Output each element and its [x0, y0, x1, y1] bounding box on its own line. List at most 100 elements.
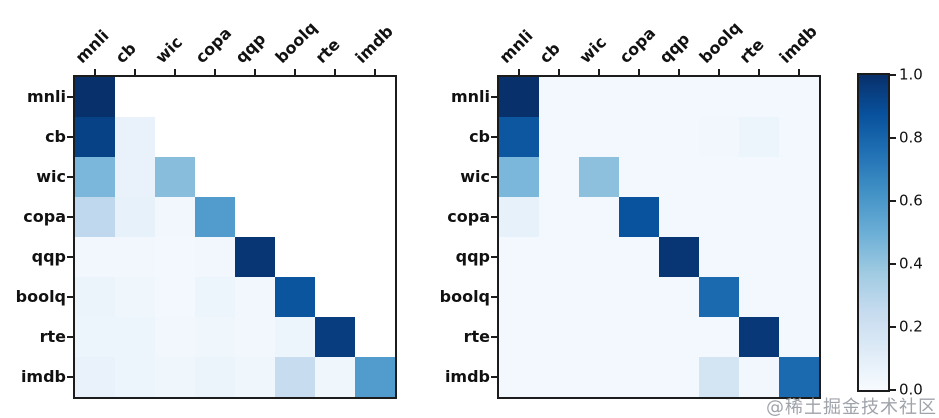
heatmap-cell — [579, 357, 619, 397]
heatmap-cell — [275, 197, 315, 237]
heatmap-cell — [579, 197, 619, 237]
colorbar-tick-mark — [889, 263, 896, 265]
heatmap-cell — [779, 317, 819, 357]
heatmap-cell — [659, 197, 699, 237]
x-tick-mark — [558, 69, 560, 76]
heatmap-cell — [699, 277, 739, 317]
heatmap-cell — [315, 357, 355, 397]
heatmap-cell — [539, 157, 579, 197]
heatmap-cell — [275, 77, 315, 117]
heatmap-cell — [275, 237, 315, 277]
heatmap-cell — [539, 197, 579, 237]
heatmap-cell — [155, 277, 195, 317]
x-tick-mark — [374, 69, 376, 76]
heatmap-cell — [275, 317, 315, 357]
heatmap-cell — [315, 117, 355, 157]
heatmap-cell — [195, 357, 235, 397]
y-tick-label: qqp — [31, 247, 66, 266]
heatmap-cell — [739, 237, 779, 277]
heatmap-cell — [539, 117, 579, 157]
x-tick-mark — [678, 69, 680, 76]
x-tick-mark — [294, 69, 296, 76]
heatmap-cell — [235, 317, 275, 357]
x-tick-mark — [94, 69, 96, 76]
x-tick-label: cb — [535, 38, 564, 67]
y-tick-mark — [67, 136, 74, 138]
x-tick-label: copa — [191, 23, 236, 67]
heatmap-cell — [75, 197, 115, 237]
heatmap-cell — [235, 197, 275, 237]
heatmap-cell — [195, 117, 235, 157]
heatmap-cell — [739, 157, 779, 197]
y-tick-label: wic — [460, 167, 490, 186]
colorbar-tick-mark — [889, 326, 896, 328]
heatmap-cell — [315, 277, 355, 317]
y-tick-mark — [491, 96, 498, 98]
colorbar-tick-mark — [889, 389, 896, 391]
x-tick-mark — [174, 69, 176, 76]
heatmap-cell — [275, 277, 315, 317]
heatmap-cell — [699, 197, 739, 237]
heatmap-cell — [235, 77, 275, 117]
colorbar-gradient — [857, 73, 890, 392]
heatmap-cell — [659, 117, 699, 157]
heatmap-cell — [75, 277, 115, 317]
heatmap-cell — [499, 237, 539, 277]
heatmap-cell — [619, 357, 659, 397]
heatmap-cell — [659, 317, 699, 357]
heatmap-cell — [315, 77, 355, 117]
x-tick-label: mnli — [495, 25, 537, 67]
heatmap-cell — [499, 357, 539, 397]
heatmap-cell — [499, 277, 539, 317]
y-tick-mark — [491, 376, 498, 378]
y-tick-mark — [491, 296, 498, 298]
y-tick-label: cb — [45, 127, 66, 146]
heatmap-cell — [315, 197, 355, 237]
heatmap-cell — [115, 197, 155, 237]
heatmap-cell — [195, 277, 235, 317]
heatmap-cell — [539, 357, 579, 397]
heatmap-cell — [235, 157, 275, 197]
heatmap-cell — [155, 77, 195, 117]
x-tick-mark — [798, 69, 800, 76]
colorbar-tick-label: 0.0 — [899, 380, 923, 399]
heatmap-cell — [699, 117, 739, 157]
heatmap-cell — [659, 157, 699, 197]
heatmap-cell — [779, 77, 819, 117]
x-tick-label: imdb — [775, 21, 821, 67]
y-tick-mark — [67, 216, 74, 218]
heatmap-cell — [75, 77, 115, 117]
heatmap-cell — [779, 157, 819, 197]
heatmap-cell — [659, 77, 699, 117]
y-tick-mark — [67, 256, 74, 258]
y-tick-mark — [67, 176, 74, 178]
heatmap-cell — [659, 237, 699, 277]
heatmap-cell — [355, 197, 395, 237]
heatmap-cell — [315, 157, 355, 197]
heatmap-cell — [779, 357, 819, 397]
y-tick-label: imdb — [20, 367, 66, 386]
colorbar-tick-label: 1.0 — [899, 65, 923, 84]
heatmap-cell — [619, 117, 659, 157]
heatmap-cell — [579, 277, 619, 317]
heatmap-cell — [115, 77, 155, 117]
heatmap-cell — [115, 357, 155, 397]
heatmap-cell — [619, 77, 659, 117]
y-tick-mark — [491, 336, 498, 338]
y-tick-mark — [491, 136, 498, 138]
heatmap-cell — [499, 77, 539, 117]
heatmap-cell — [75, 317, 115, 357]
heatmap-cell — [739, 117, 779, 157]
heatmap-cell — [115, 237, 155, 277]
x-tick-mark — [254, 69, 256, 76]
heatmap-cell — [619, 277, 659, 317]
heatmap-cell — [699, 157, 739, 197]
y-tick-label: qqp — [455, 247, 490, 266]
colorbar-tick-label: 0.6 — [899, 191, 923, 210]
heatmap-cell — [355, 237, 395, 277]
heatmap-cell — [155, 357, 195, 397]
colorbar-tick-label: 0.8 — [899, 128, 923, 147]
x-tick-label: rte — [735, 34, 768, 67]
x-tick-mark — [518, 69, 520, 76]
x-tick-mark — [638, 69, 640, 76]
